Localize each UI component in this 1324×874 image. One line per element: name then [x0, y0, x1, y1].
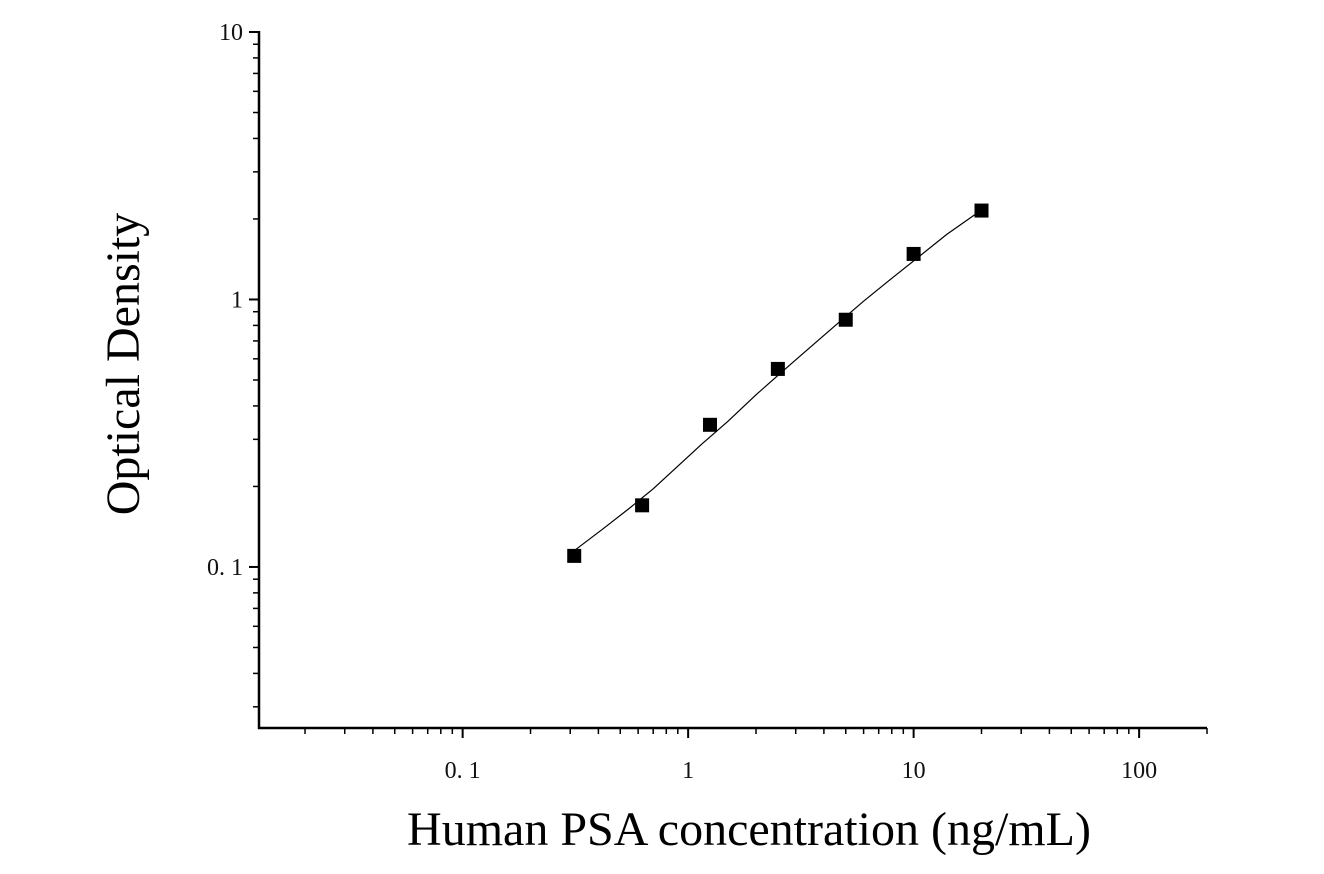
data-point: [838, 312, 853, 327]
x-tick-label: 10: [902, 758, 926, 784]
data-point: [974, 203, 989, 218]
data-point: [770, 361, 785, 376]
x-tick-label: 100: [1121, 758, 1157, 784]
x-axis-title: Human PSA concentration (ng/mL): [407, 803, 1091, 856]
y-tick-label: 1: [231, 287, 243, 313]
y-axis-title: Optical Density: [97, 213, 150, 516]
x-tick-label: 1: [682, 758, 694, 784]
axis-ticks: [249, 31, 1208, 738]
data-point: [567, 548, 582, 563]
data-point: [702, 417, 717, 432]
data-point: [635, 498, 650, 513]
y-tick-label: 10: [219, 20, 243, 46]
tick-labels: 0. 1 1 10 100 0. 1 1 10: [207, 20, 1157, 784]
y-tick-label: 0. 1: [207, 555, 243, 581]
data-points: [567, 203, 989, 563]
x-tick-label: 0. 1: [445, 758, 481, 784]
data-point: [906, 246, 921, 261]
axes: [257, 31, 1207, 730]
